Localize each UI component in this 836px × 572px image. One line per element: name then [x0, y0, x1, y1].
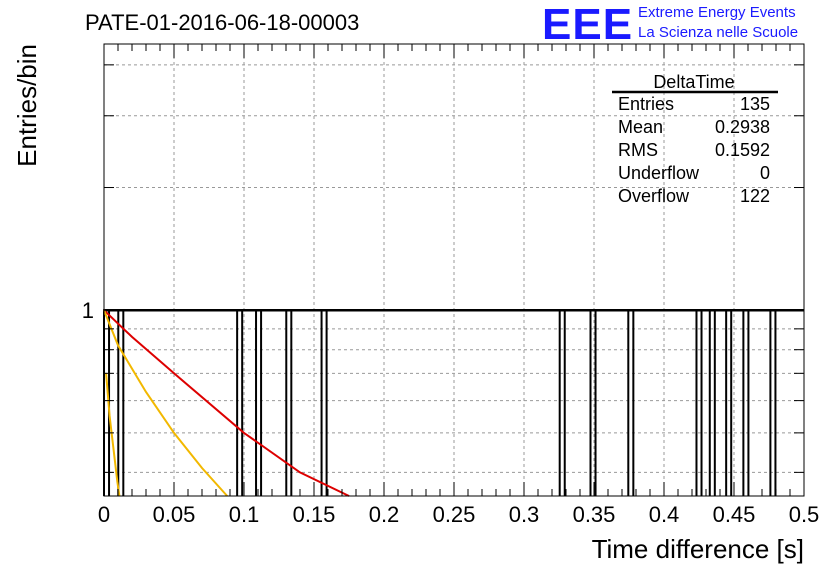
chart-title: PATE-01-2016-06-18-00003	[85, 10, 360, 35]
eee-logo: EEE Extreme Energy Events La Scienza nel…	[540, 0, 830, 49]
x-tick-label: 0	[98, 502, 110, 527]
stats-value: 0.1592	[715, 140, 770, 160]
axis-ticks	[103, 44, 805, 496]
grid	[104, 44, 804, 496]
y-axis-label: Entries/bin	[12, 44, 42, 167]
x-tick-label: 0.5	[789, 502, 820, 527]
histogram-bin	[627, 309, 635, 496]
x-tick-labels: 0 0.05 0.1 0.15 0.2 0.25 0.3 0.35 0.4 0.45 0.5	[98, 502, 819, 527]
stats-value: 0	[760, 163, 770, 183]
logo-line-1: Extreme Energy Events	[638, 4, 796, 21]
x-tick-label: 0.35	[573, 502, 616, 527]
x-tick-label: 0.3	[509, 502, 540, 527]
y-tick-labels: 1	[82, 298, 94, 323]
stats-box-name: DeltaTime	[653, 72, 734, 92]
stats-label: Entries	[618, 94, 674, 114]
stats-label: Overflow	[618, 186, 690, 206]
x-tick-label: 0.15	[293, 502, 336, 527]
histogram-bin	[255, 309, 263, 496]
histogram-bin	[725, 309, 733, 496]
x-tick-label: 0.05	[153, 502, 196, 527]
x-axis-label: Time difference [s]	[592, 534, 804, 564]
histogram-bin	[708, 309, 716, 496]
stats-label: Underflow	[618, 163, 700, 183]
histogram-bin	[236, 309, 244, 496]
histogram-bin	[320, 309, 328, 496]
histogram-bin	[589, 309, 597, 496]
fit-curves	[103, 309, 350, 497]
x-tick-label: 0.45	[713, 502, 756, 527]
stats-value: 0.2938	[715, 117, 770, 137]
histogram-bin	[742, 309, 750, 496]
x-tick-label: 0.25	[433, 502, 476, 527]
stats-value: 135	[740, 94, 770, 114]
histogram-bin	[285, 309, 293, 496]
histogram-bin	[769, 309, 777, 496]
stats-label: RMS	[618, 140, 658, 160]
stats-value: 122	[740, 186, 770, 206]
x-tick-label: 0.1	[229, 502, 260, 527]
stats-label: Mean	[618, 117, 663, 137]
x-tick-label: 0.2	[369, 502, 400, 527]
y-tick-label: 1	[82, 298, 94, 323]
fit-curve	[103, 309, 228, 497]
histogram-bin	[695, 309, 703, 496]
fit-curve	[105, 373, 121, 497]
histogram-bin	[558, 309, 566, 496]
x-tick-label: 0.4	[649, 502, 680, 527]
logo-mark: EEE	[542, 0, 634, 49]
histogram-bin	[117, 309, 125, 496]
logo-line-2: La Scienza nelle Scuole	[638, 24, 799, 41]
fit-curve	[103, 309, 350, 497]
